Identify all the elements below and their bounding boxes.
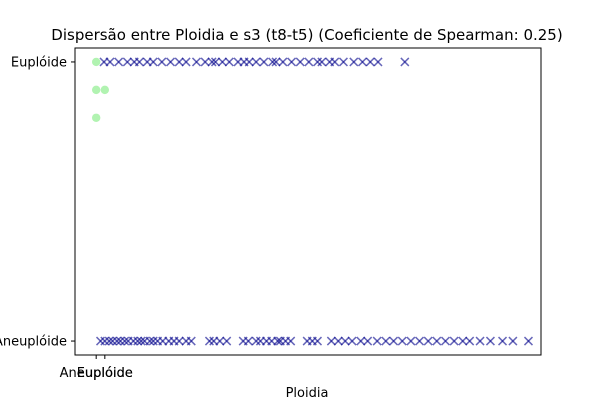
data-point-x	[450, 337, 458, 345]
data-point-x	[245, 58, 253, 66]
data-point-x	[416, 337, 424, 345]
data-point-x	[115, 58, 123, 66]
data-point-x	[314, 58, 322, 66]
data-point-x	[123, 58, 131, 66]
data-point-x	[476, 337, 484, 345]
data-point-x	[459, 337, 467, 345]
data-point-x	[486, 337, 494, 345]
data-point-x	[350, 58, 358, 66]
data-point-x	[296, 58, 304, 66]
data-point-x	[358, 58, 366, 66]
data-point-x	[135, 58, 143, 66]
data-point-x	[252, 58, 260, 66]
data-point-x	[201, 58, 209, 66]
data-point-x	[341, 337, 349, 345]
x-tick-label: Euplóide	[77, 366, 133, 381]
y-tick-label: Aneuplóide	[0, 335, 67, 350]
x-axis-label: Ploidia	[286, 386, 329, 400]
data-point-x	[318, 58, 326, 66]
data-point-x	[218, 58, 226, 66]
y-tick-label: Euplóide	[11, 55, 67, 70]
data-point-circle	[92, 114, 100, 122]
data-point-x	[305, 58, 313, 66]
data-point-x	[287, 337, 295, 345]
data-point-x	[390, 337, 398, 345]
data-point-x	[382, 337, 390, 345]
data-point-x	[158, 58, 166, 66]
data-point-x	[182, 58, 190, 66]
data-points	[92, 58, 532, 345]
data-point-x	[366, 58, 374, 66]
data-point-x	[149, 58, 157, 66]
data-point-x	[175, 337, 183, 345]
data-point-x	[364, 337, 372, 345]
data-point-x	[129, 337, 137, 345]
data-point-x	[205, 337, 213, 345]
data-point-circle	[92, 58, 100, 66]
data-point-x	[175, 58, 183, 66]
data-point-x	[433, 337, 441, 345]
data-point-x	[357, 337, 365, 345]
data-point-x	[167, 58, 175, 66]
data-point-x	[106, 58, 114, 66]
chart-title: Dispersão entre Ploidia e s3 (t8-t5) (Co…	[51, 26, 562, 44]
data-point-x	[223, 337, 231, 345]
data-point-x	[244, 337, 252, 345]
data-point-x	[101, 337, 109, 345]
data-point-x	[348, 337, 356, 345]
data-point-x	[225, 58, 233, 66]
data-point-x	[398, 337, 406, 345]
data-point-x	[334, 337, 342, 345]
data-point-x	[339, 58, 347, 66]
data-point-circle	[92, 86, 100, 94]
data-point-x	[327, 337, 335, 345]
data-point-x	[499, 337, 507, 345]
data-point-x	[260, 58, 268, 66]
data-point-x	[252, 337, 260, 345]
data-point-x	[407, 337, 415, 345]
data-point-circle	[101, 86, 109, 94]
data-point-x	[97, 337, 105, 345]
plot-area	[75, 48, 541, 355]
data-point-x	[192, 58, 200, 66]
data-point-x	[373, 337, 381, 345]
data-point-x	[401, 58, 409, 66]
data-point-x	[374, 58, 382, 66]
data-point-x	[466, 337, 474, 345]
data-point-x	[314, 337, 322, 345]
data-point-x	[424, 337, 432, 345]
data-point-x	[279, 58, 287, 66]
data-point-x	[216, 337, 224, 345]
data-point-x	[441, 337, 449, 345]
data-point-x	[288, 58, 296, 66]
data-point-x	[509, 337, 517, 345]
data-point-x	[187, 337, 195, 345]
data-point-x	[331, 58, 339, 66]
data-point-x	[524, 337, 532, 345]
